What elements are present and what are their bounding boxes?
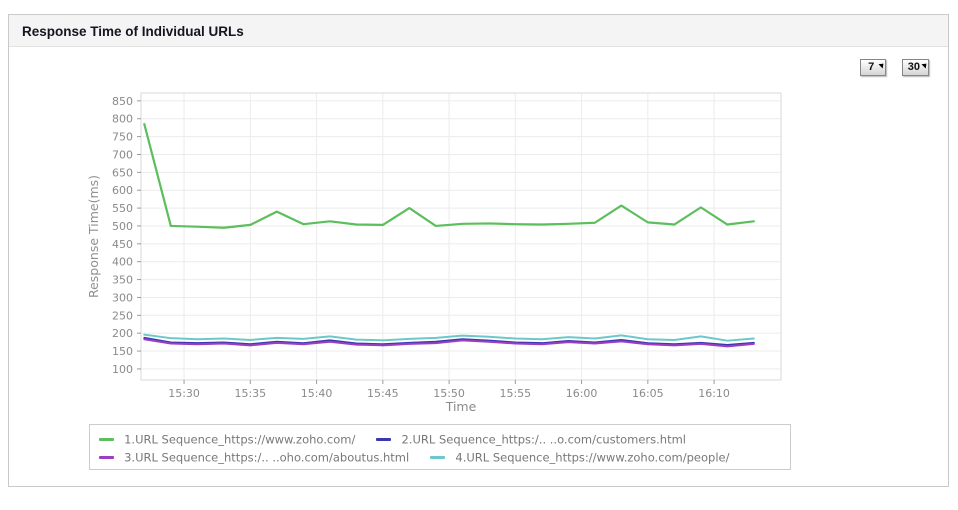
legend-item-url3: 3.URL Sequence_https:/.. ..oho.com/about… bbox=[99, 448, 409, 467]
range-30-label: 30 bbox=[907, 61, 920, 73]
widget-header: Response Time of Individual URLs bbox=[9, 15, 948, 47]
chart-area: 100 150 200 250 300 350 400 450 500 550 600 650 700 7… bbox=[86, 88, 793, 420]
legend-item-url2: 2.URL Sequence_https:/.. ..o.com/custome… bbox=[376, 430, 686, 449]
svg-text:450: 450 bbox=[112, 238, 133, 251]
svg-text:16:00: 16:00 bbox=[566, 387, 598, 400]
svg-text:650: 650 bbox=[112, 166, 133, 179]
legend-label: 2.URL Sequence_https:/.. ..o.com/custome… bbox=[401, 432, 686, 447]
legend-label: 4.URL Sequence_https://www.zoho.com/peop… bbox=[455, 450, 730, 465]
legend-row: 1.URL Sequence_https://www.zoho.com/ 2.U… bbox=[99, 430, 781, 448]
time-range-toolbar: 7 30 bbox=[849, 55, 929, 76]
svg-text:400: 400 bbox=[112, 256, 133, 269]
svg-text:150: 150 bbox=[112, 345, 133, 358]
svg-text:500: 500 bbox=[112, 220, 133, 233]
svg-text:600: 600 bbox=[112, 184, 133, 197]
svg-text:300: 300 bbox=[112, 291, 133, 304]
legend-line-swatch bbox=[99, 438, 114, 441]
svg-text:200: 200 bbox=[112, 327, 133, 340]
legend-label: 3.URL Sequence_https:/.. ..oho.com/about… bbox=[124, 450, 410, 465]
range-30-days-button[interactable]: 30 bbox=[901, 59, 929, 76]
legend-label: 1.URL Sequence_https://www.zoho.com/ bbox=[124, 432, 356, 447]
svg-text:16:05: 16:05 bbox=[632, 387, 664, 400]
legend-item-url4: 4.URL Sequence_https://www.zoho.com/peop… bbox=[430, 448, 730, 467]
svg-text:15:40: 15:40 bbox=[301, 387, 333, 400]
svg-text:15:45: 15:45 bbox=[367, 387, 399, 400]
legend-item-url1: 1.URL Sequence_https://www.zoho.com/ bbox=[99, 430, 355, 449]
svg-text:16:10: 16:10 bbox=[698, 387, 730, 400]
svg-text:800: 800 bbox=[112, 113, 133, 126]
svg-text:750: 750 bbox=[112, 131, 133, 144]
legend-line-swatch bbox=[430, 456, 446, 459]
svg-text:100: 100 bbox=[112, 363, 133, 376]
svg-text:Response Time(ms): Response Time(ms) bbox=[86, 175, 101, 298]
svg-text:700: 700 bbox=[112, 148, 133, 161]
corner-arrow-icon bbox=[878, 61, 886, 69]
response-time-chart: 100 150 200 250 300 350 400 450 500 550 600 650 700 7… bbox=[86, 92, 782, 414]
widget-body: 7 30 100 150 200 250 300 350 400 450 500 550 600 65… bbox=[9, 47, 948, 486]
legend-row: 3.URL Sequence_https:/.. ..oho.com/about… bbox=[99, 448, 781, 466]
svg-text:15:35: 15:35 bbox=[234, 387, 266, 400]
svg-text:850: 850 bbox=[112, 95, 133, 108]
svg-text:15:50: 15:50 bbox=[433, 387, 465, 400]
corner-arrow-icon bbox=[921, 61, 929, 69]
svg-text:15:55: 15:55 bbox=[499, 387, 531, 400]
response-time-widget: Response Time of Individual URLs 7 30 10… bbox=[8, 14, 949, 487]
svg-text:550: 550 bbox=[112, 202, 133, 215]
legend-line-swatch bbox=[99, 456, 114, 459]
legend-line-swatch bbox=[376, 438, 392, 441]
widget-title: Response Time of Individual URLs bbox=[22, 24, 244, 39]
range-7-label: 7 bbox=[868, 61, 875, 73]
chart-legend: 1.URL Sequence_https://www.zoho.com/ 2.U… bbox=[89, 424, 791, 470]
range-7-days-button[interactable]: 7 bbox=[859, 59, 886, 76]
svg-text:350: 350 bbox=[112, 274, 133, 287]
svg-text:Time: Time bbox=[445, 399, 477, 414]
svg-text:250: 250 bbox=[112, 309, 133, 322]
svg-text:15:30: 15:30 bbox=[168, 387, 200, 400]
